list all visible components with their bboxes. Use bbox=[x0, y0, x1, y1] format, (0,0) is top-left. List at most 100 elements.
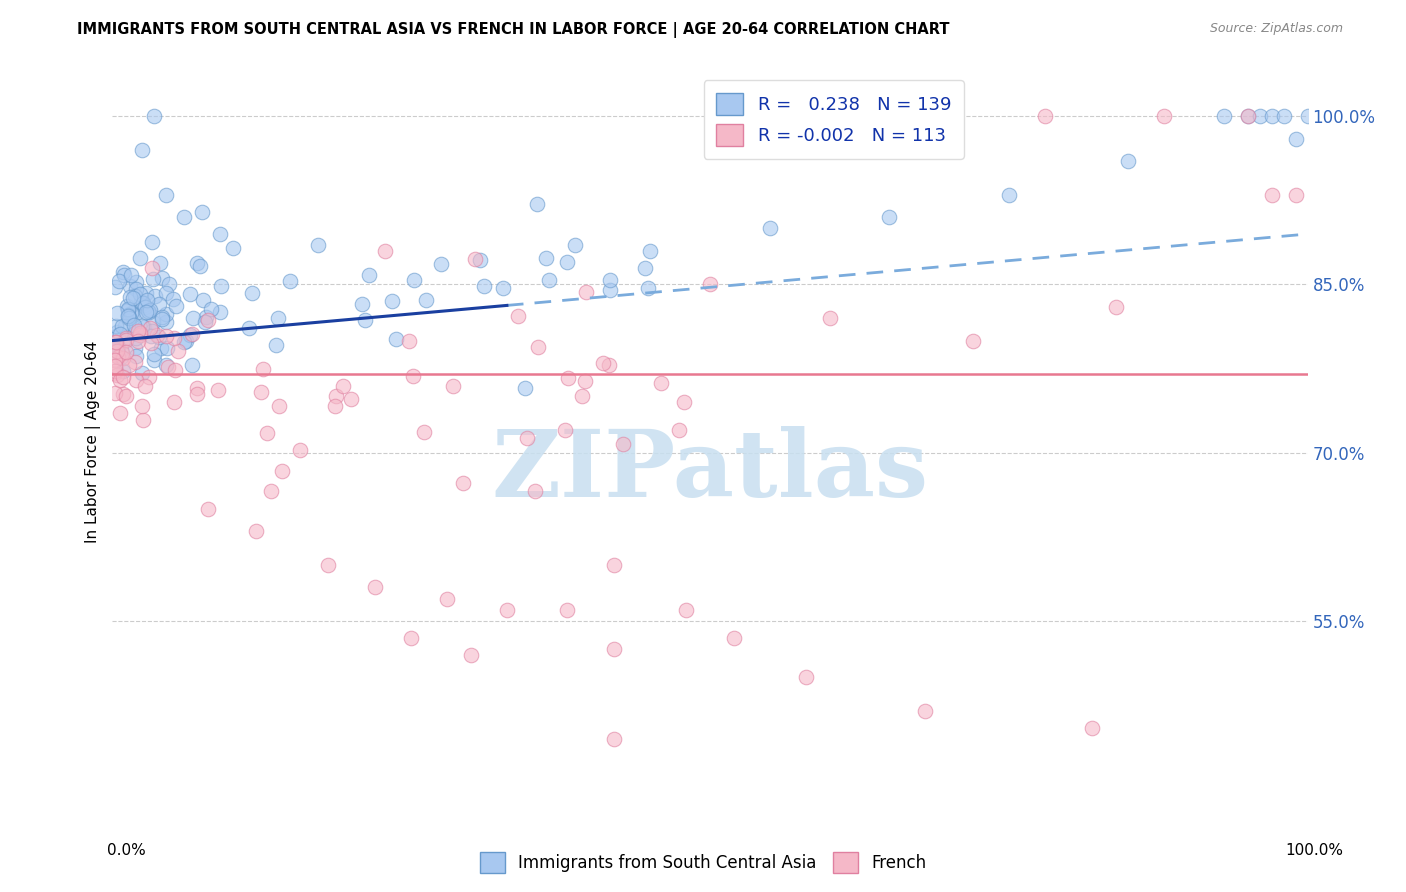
Point bbox=[112, 386, 135, 401]
Point bbox=[401, 631, 423, 645]
Point bbox=[134, 379, 156, 393]
Point bbox=[127, 334, 149, 348]
Point bbox=[240, 285, 263, 300]
Point bbox=[138, 321, 160, 335]
Point bbox=[612, 437, 634, 451]
Point bbox=[527, 339, 550, 353]
Point bbox=[1081, 721, 1104, 735]
Point bbox=[222, 242, 245, 256]
Point bbox=[180, 358, 202, 372]
Point bbox=[125, 305, 148, 319]
Point bbox=[173, 210, 195, 224]
Point bbox=[998, 187, 1021, 202]
Point bbox=[115, 344, 138, 359]
Point bbox=[115, 299, 138, 313]
Text: 0.0%: 0.0% bbox=[107, 843, 146, 858]
Point bbox=[150, 310, 173, 325]
Point bbox=[260, 483, 283, 498]
Point bbox=[104, 343, 127, 358]
Point bbox=[430, 257, 453, 271]
Point bbox=[526, 197, 548, 211]
Point bbox=[374, 244, 396, 258]
Point bbox=[278, 274, 301, 288]
Point bbox=[357, 268, 380, 282]
Point bbox=[179, 286, 201, 301]
Point bbox=[104, 280, 127, 294]
Point bbox=[200, 302, 222, 317]
Point bbox=[1285, 131, 1308, 145]
Point bbox=[191, 293, 214, 307]
Point bbox=[143, 289, 166, 303]
Point bbox=[208, 305, 231, 319]
Point bbox=[105, 368, 128, 382]
Point bbox=[148, 330, 170, 344]
Point bbox=[673, 395, 696, 409]
Point bbox=[637, 281, 659, 295]
Point bbox=[179, 327, 201, 342]
Point bbox=[571, 389, 593, 403]
Point bbox=[125, 349, 148, 363]
Point bbox=[564, 237, 586, 252]
Point bbox=[1296, 109, 1319, 123]
Point bbox=[575, 285, 598, 299]
Point bbox=[104, 359, 127, 374]
Point bbox=[149, 341, 172, 355]
Point bbox=[515, 381, 537, 395]
Point bbox=[436, 591, 458, 606]
Point bbox=[323, 399, 346, 413]
Point bbox=[104, 342, 127, 356]
Point bbox=[496, 603, 519, 617]
Point bbox=[524, 484, 547, 499]
Legend: Immigrants from South Central Asia, French: Immigrants from South Central Asia, Fren… bbox=[472, 846, 934, 880]
Point bbox=[122, 319, 145, 334]
Point bbox=[131, 413, 153, 427]
Point bbox=[398, 334, 420, 348]
Point bbox=[105, 306, 128, 320]
Point bbox=[122, 291, 145, 305]
Point bbox=[117, 310, 139, 325]
Point bbox=[353, 313, 375, 327]
Point bbox=[181, 310, 204, 325]
Point bbox=[634, 261, 657, 276]
Point bbox=[128, 326, 150, 341]
Point bbox=[599, 283, 621, 297]
Point bbox=[104, 348, 127, 362]
Point bbox=[404, 273, 426, 287]
Point bbox=[125, 275, 148, 289]
Point bbox=[142, 272, 165, 286]
Point bbox=[270, 464, 292, 478]
Point bbox=[107, 328, 129, 343]
Point bbox=[256, 426, 278, 441]
Point bbox=[364, 580, 387, 594]
Point bbox=[122, 306, 145, 320]
Point bbox=[174, 334, 197, 348]
Point bbox=[699, 277, 721, 292]
Point bbox=[155, 359, 177, 373]
Point bbox=[180, 327, 202, 342]
Point bbox=[186, 256, 208, 270]
Point bbox=[166, 343, 188, 358]
Text: ZIPatlas: ZIPatlas bbox=[492, 426, 928, 516]
Point bbox=[603, 731, 626, 746]
Point bbox=[128, 328, 150, 343]
Point bbox=[914, 704, 936, 718]
Point bbox=[148, 297, 170, 311]
Point bbox=[122, 318, 145, 332]
Point bbox=[124, 373, 146, 387]
Point bbox=[155, 285, 177, 300]
Point bbox=[112, 265, 135, 279]
Point bbox=[155, 315, 177, 329]
Point bbox=[134, 319, 156, 334]
Point bbox=[1237, 109, 1260, 123]
Point bbox=[267, 310, 290, 325]
Point bbox=[118, 289, 141, 303]
Y-axis label: In Labor Force | Age 20-64: In Labor Force | Age 20-64 bbox=[86, 341, 101, 542]
Point bbox=[120, 306, 142, 320]
Point bbox=[555, 603, 578, 617]
Point bbox=[112, 364, 135, 378]
Point bbox=[554, 423, 576, 437]
Point bbox=[139, 329, 162, 343]
Point bbox=[142, 347, 165, 361]
Point bbox=[209, 279, 232, 293]
Point bbox=[138, 304, 160, 318]
